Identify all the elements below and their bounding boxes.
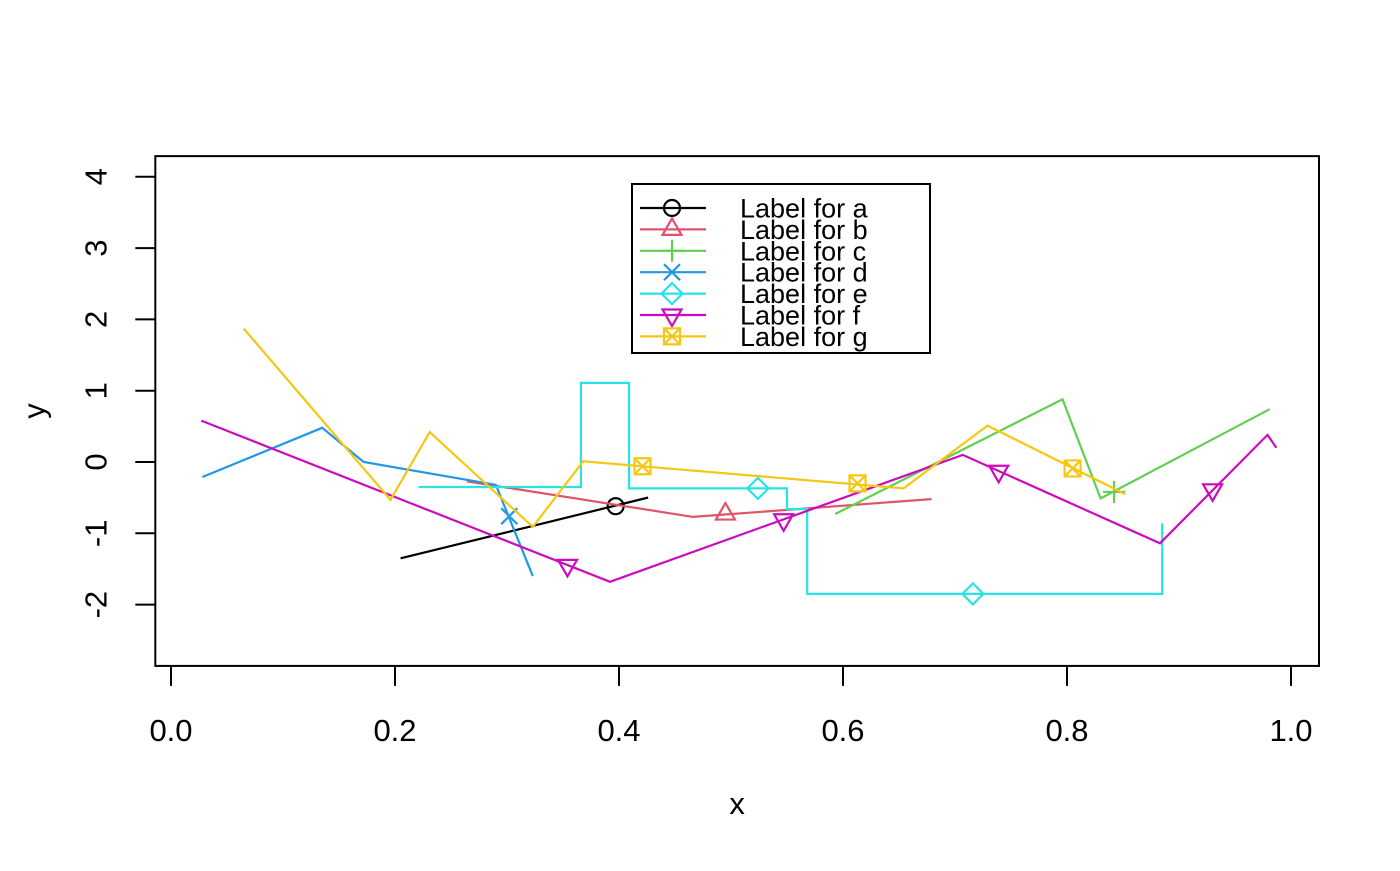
x-axis-title: x xyxy=(729,786,745,821)
series-e-marker-diamond xyxy=(960,581,985,606)
series-f-line xyxy=(200,419,1278,583)
legend-box xyxy=(631,183,931,354)
legend-entry-d: Label for d xyxy=(640,258,868,288)
y-tick-label: 4 xyxy=(78,168,113,185)
legend-label: Label for g xyxy=(740,322,868,352)
series-c-line xyxy=(834,397,1271,515)
series-g-marker-square-x xyxy=(848,474,867,493)
series-e-marker-diamond xyxy=(745,476,770,501)
x-tick-label: 0.2 xyxy=(373,713,416,748)
legend-square-x-icon xyxy=(662,327,682,346)
legend-label: Label for d xyxy=(740,258,868,288)
series-e xyxy=(418,381,1164,606)
legend-entry-b: Label for b xyxy=(640,215,868,245)
x-axis: 0.0 0.2 0.4 0.6 0.8 1.0 xyxy=(149,665,1313,748)
series-g xyxy=(242,327,1126,529)
series-layer xyxy=(200,327,1278,606)
series-d xyxy=(201,426,534,577)
y-tick-label: 0 xyxy=(78,453,113,470)
legend-plus-icon xyxy=(661,239,683,262)
legend-triangle-down-icon xyxy=(660,308,684,329)
series-g-marker-square-x xyxy=(1063,459,1082,478)
series-g-line xyxy=(242,327,1126,529)
legend-label: Label for a xyxy=(740,194,869,224)
legend-x-icon xyxy=(663,263,681,281)
x-tick-label: 1.0 xyxy=(1269,713,1312,748)
series-f-marker-triangle-down xyxy=(1201,483,1225,504)
y-axis: -2 -1 0 1 2 3 4 xyxy=(78,168,156,619)
series-f-marker-triangle-down xyxy=(987,464,1011,485)
series-f-marker-triangle-down xyxy=(772,513,796,533)
series-e-line xyxy=(418,381,1164,596)
y-tick-label: -2 xyxy=(78,591,113,619)
plot-box-layer xyxy=(154,155,1321,667)
legend-label: Label for f xyxy=(740,301,861,331)
x-tick-label: 0.0 xyxy=(149,713,192,748)
y-tick-label: 2 xyxy=(78,311,113,328)
legend-entry-e: Label for e xyxy=(640,279,868,309)
legend-entry-g: Label for g xyxy=(640,322,868,352)
legend-entry-a: Label for a xyxy=(640,194,869,224)
x-tick-label: 0.8 xyxy=(1045,713,1088,748)
y-tick-label: 3 xyxy=(78,239,113,256)
series-f xyxy=(200,419,1278,583)
series-f-marker-triangle-down xyxy=(556,558,579,579)
y-tick-label: 1 xyxy=(78,382,113,399)
plot-box xyxy=(154,155,1321,667)
legend-entry-c: Label for c xyxy=(640,236,866,266)
legend-triangle-up-icon xyxy=(660,216,684,236)
legend-circle-icon xyxy=(662,198,682,218)
series-g-marker-square-x xyxy=(633,457,652,476)
y-tick-label: -1 xyxy=(78,520,113,548)
series-d-line xyxy=(201,426,534,577)
series-c xyxy=(834,397,1271,515)
legend-label: Label for e xyxy=(740,279,868,309)
y-axis-title: y xyxy=(16,403,51,419)
legend-label: Label for c xyxy=(740,236,866,266)
series-b-marker-triangle-up xyxy=(713,500,737,521)
x-tick-label: 0.6 xyxy=(821,713,864,748)
x-tick-label: 0.4 xyxy=(597,713,640,748)
legend-label: Label for b xyxy=(740,215,868,245)
legend-entry-f: Label for f xyxy=(640,301,861,331)
legend-diamond-icon xyxy=(659,281,685,306)
